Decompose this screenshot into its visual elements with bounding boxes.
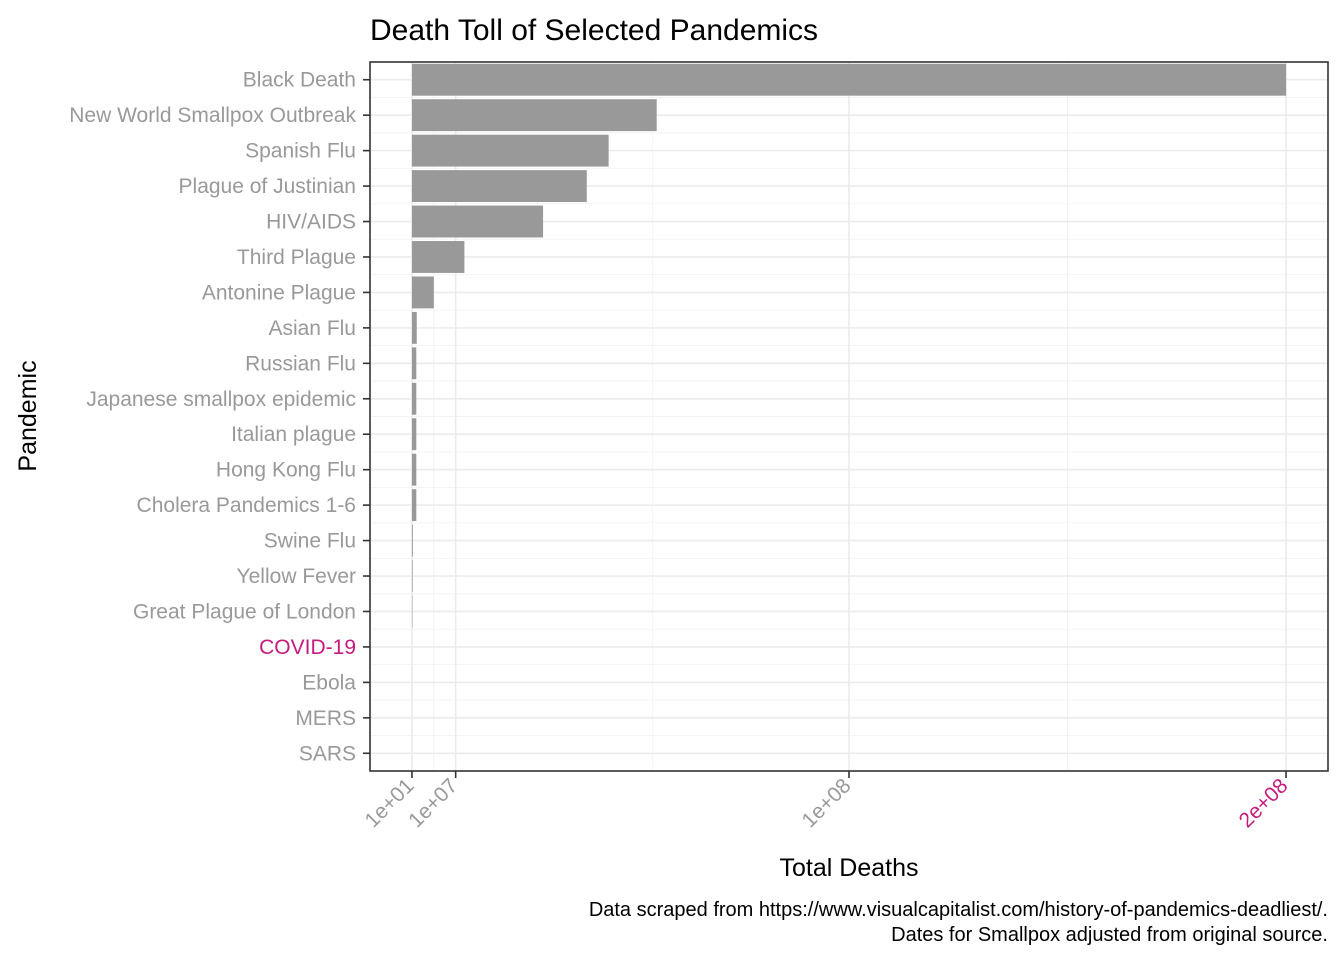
bar <box>412 383 416 415</box>
bar <box>412 206 543 238</box>
y-tick-label: MERS <box>295 707 356 730</box>
y-tick-label: Asian Flu <box>268 317 356 340</box>
y-tick-label: Russian Flu <box>245 352 356 375</box>
bar <box>412 418 416 450</box>
bar <box>412 560 413 592</box>
y-tick-label: SARS <box>299 742 356 765</box>
bar <box>412 64 1286 96</box>
y-tick-label: Great Plague of London <box>133 600 356 623</box>
y-tick-label: HIV/AIDS <box>266 211 356 234</box>
bar <box>412 489 416 521</box>
y-tick-label: Italian plague <box>231 423 356 446</box>
y-tick-label: Third Plague <box>237 246 356 269</box>
bar <box>412 525 413 557</box>
y-tick-label: Spanish Flu <box>245 140 356 163</box>
bar <box>412 347 416 379</box>
y-tick-label: Cholera Pandemics 1-6 <box>137 494 356 517</box>
caption-line: Dates for Smallpox adjusted from origina… <box>891 924 1328 946</box>
y-axis: Black Death New World Smallpox Outbreak Sp… <box>69 69 370 766</box>
y-tick-label: New World Smallpox Outbreak <box>69 104 356 127</box>
y-tick-label: Ebola <box>302 671 356 694</box>
bar <box>412 454 416 486</box>
caption-line: Data scraped from https://www.visualcapi… <box>589 899 1328 921</box>
x-axis-title: Total Deaths <box>780 854 919 882</box>
bar <box>412 241 464 273</box>
x-tick-label: 1e+07 <box>404 774 462 832</box>
x-tick-label: 1e+08 <box>798 774 856 832</box>
x-tick-label: 1e+01 <box>361 774 419 832</box>
bar <box>412 135 609 167</box>
y-tick-label: Yellow Fever <box>237 565 356 588</box>
y-tick-label: Plague of Justinian <box>179 175 356 198</box>
y-axis-title: Pandemic <box>14 360 42 471</box>
y-tick-label: Swine Flu <box>264 530 356 553</box>
y-tick-label: Hong Kong Flu <box>216 459 356 482</box>
bar <box>412 276 434 308</box>
chart-title: Death Toll of Selected Pandemics <box>370 14 818 47</box>
bar <box>412 312 417 344</box>
bar <box>412 170 587 202</box>
x-tick-label: 2e+08 <box>1235 774 1293 832</box>
y-tick-label: Japanese smallpox epidemic <box>86 388 356 411</box>
y-tick-label: COVID-19 <box>259 636 356 659</box>
y-tick-label: Antonine Plague <box>202 281 356 304</box>
bar <box>412 99 657 131</box>
y-tick-label: Black Death <box>243 69 356 92</box>
grid-lines <box>370 62 1328 771</box>
